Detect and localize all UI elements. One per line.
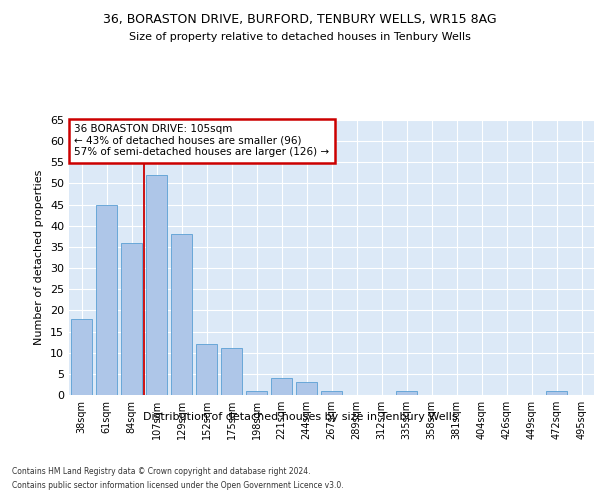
- Bar: [546, 391, 567, 395]
- Bar: [121, 242, 142, 395]
- Text: Size of property relative to detached houses in Tenbury Wells: Size of property relative to detached ho…: [129, 32, 471, 42]
- Bar: [246, 391, 267, 395]
- Text: Contains public sector information licensed under the Open Government Licence v3: Contains public sector information licen…: [12, 481, 344, 490]
- Bar: [396, 391, 417, 395]
- Bar: [271, 378, 292, 395]
- Bar: [321, 391, 342, 395]
- Bar: [196, 344, 217, 395]
- Bar: [171, 234, 192, 395]
- Bar: [96, 204, 117, 395]
- Bar: [296, 382, 317, 395]
- Text: Contains HM Land Registry data © Crown copyright and database right 2024.: Contains HM Land Registry data © Crown c…: [12, 468, 311, 476]
- Text: 36 BORASTON DRIVE: 105sqm
← 43% of detached houses are smaller (96)
57% of semi-: 36 BORASTON DRIVE: 105sqm ← 43% of detac…: [74, 124, 329, 158]
- Bar: [146, 175, 167, 395]
- Text: Distribution of detached houses by size in Tenbury Wells: Distribution of detached houses by size …: [143, 412, 457, 422]
- Bar: [221, 348, 242, 395]
- Bar: [71, 319, 92, 395]
- Text: 36, BORASTON DRIVE, BURFORD, TENBURY WELLS, WR15 8AG: 36, BORASTON DRIVE, BURFORD, TENBURY WEL…: [103, 12, 497, 26]
- Y-axis label: Number of detached properties: Number of detached properties: [34, 170, 44, 345]
